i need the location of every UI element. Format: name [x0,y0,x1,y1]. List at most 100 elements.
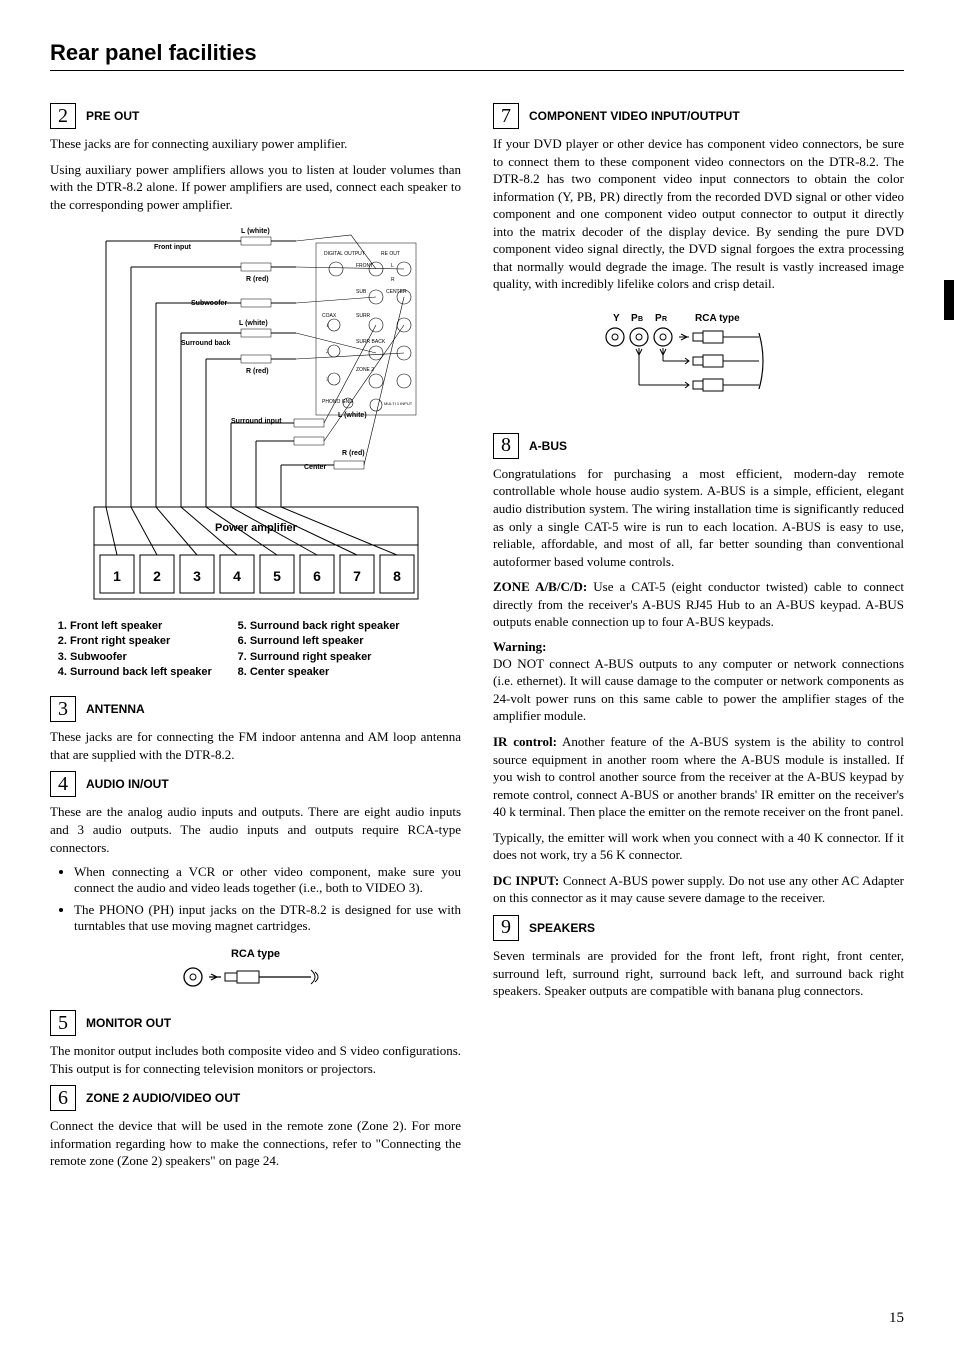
svg-text:RE OUT: RE OUT [381,251,400,257]
section-4-bullets: When connecting a VCR or other video com… [50,864,461,934]
section-5-title: MONITOR OUT [86,1016,171,1030]
svg-text:R: R [391,277,395,283]
svg-text:B: B [638,316,643,323]
zone-label: ZONE A/B/C/D: [493,579,587,594]
svg-text:Front input: Front input [154,244,192,251]
rca-label: RCA type [231,948,280,960]
section-number-7: 7 [493,103,519,129]
rca-diagram: RCA type [50,948,461,990]
section-4-p1: These are the analog audio inputs and ou… [50,803,461,856]
component-diagram: Y PB PR RCA type [493,309,904,413]
svg-text:2: 2 [153,568,161,584]
section-6-p1: Connect the device that will be used in … [50,1117,461,1170]
section-8-zone: ZONE A/B/C/D: Use a CAT-5 (eight conduct… [493,578,904,631]
preout-diagram: DIGITAL OUTPUT RE OUT FRONT L R SUBCENTE… [86,225,426,605]
svg-text:L (white): L (white) [338,412,367,419]
svg-text:R: R [662,316,667,323]
svg-text:SURR: SURR [356,313,371,319]
svg-text:R (red): R (red) [246,276,269,283]
section-number-3: 3 [50,696,76,722]
svg-text:3: 3 [326,378,329,383]
speaker-legend: Front left speaker Front right speaker S… [50,619,461,680]
svg-text:MULTI 1 INPUT: MULTI 1 INPUT [384,401,413,406]
warning-text: DO NOT connect A-BUS outputs to any comp… [493,655,904,725]
svg-text:Surround input: Surround input [231,418,282,425]
svg-text:5: 5 [273,568,281,584]
svg-text:PHONO GND: PHONO GND [322,399,353,405]
svg-text:8: 8 [393,568,401,584]
svg-text:Power amplifier: Power amplifier [215,522,298,534]
section-4-head: 4 AUDIO IN/OUT [50,771,461,797]
svg-text:Surround back: Surround back [181,340,231,347]
section-8-head: 8 A-BUS [493,433,904,459]
section-8-title: A-BUS [529,439,567,453]
legend-item: Surround back left speaker [70,665,212,679]
svg-text:P: P [655,313,662,324]
svg-text:3: 3 [193,568,201,584]
page-title: Rear panel facilities [50,40,904,71]
legend-right: Surround back right speaker Surround lef… [230,619,400,680]
svg-text:1: 1 [113,568,121,584]
section-3-title: ANTENNA [86,702,145,716]
section-4-title: AUDIO IN/OUT [86,777,169,791]
legend-item: Surround left speaker [250,634,400,648]
left-column: 2 PRE OUT These jacks are for connecting… [50,95,461,1178]
legend-item: Front right speaker [70,634,212,648]
svg-text:L (white): L (white) [241,228,270,235]
svg-text:6: 6 [313,568,321,584]
page-number: 15 [889,1310,904,1327]
bullet-item: The PHONO (PH) input jacks on the DTR-8.… [74,902,461,934]
svg-text:7: 7 [353,568,361,584]
svg-text:4: 4 [233,568,241,584]
side-tab [944,280,954,320]
svg-text:L (white): L (white) [239,320,268,327]
section-5-p1: The monitor output includes both composi… [50,1042,461,1077]
svg-text:R (red): R (red) [342,450,365,457]
legend-item: Front left speaker [70,619,212,633]
section-number-6: 6 [50,1085,76,1111]
section-number-9: 9 [493,915,519,941]
section-6-head: 6 ZONE 2 AUDIO/VIDEO OUT [50,1085,461,1111]
section-6-title: ZONE 2 AUDIO/VIDEO OUT [86,1091,240,1105]
right-column: 7 COMPONENT VIDEO INPUT/OUTPUT If your D… [493,95,904,1178]
section-2-title: PRE OUT [86,109,139,123]
section-8-ir: IR control: Another feature of the A-BUS… [493,733,904,821]
section-8-p1: Congratulations for purchasing a most ef… [493,465,904,570]
ir-text2: Typically, the emitter will work when yo… [493,829,904,864]
dc-label: DC INPUT: [493,873,559,888]
svg-text:COAX: COAX [322,313,337,319]
section-2-p1: These jacks are for connecting auxiliary… [50,135,461,153]
section-8-dc: DC INPUT: Connect A-BUS power supply. Do… [493,872,904,907]
section-7-head: 7 COMPONENT VIDEO INPUT/OUTPUT [493,103,904,129]
component-svg: Y PB PR RCA type [589,309,809,409]
section-2-head: 2 PRE OUT [50,103,461,129]
legend-item: Subwoofer [70,650,212,664]
bullet-item: When connecting a VCR or other video com… [74,864,461,896]
section-number-8: 8 [493,433,519,459]
svg-text:SURR BACK: SURR BACK [356,339,386,345]
svg-text:RCA type: RCA type [695,313,740,324]
warning-label: Warning: [493,639,904,655]
ir-label: IR control: [493,734,557,749]
legend-left: Front left speaker Front right speaker S… [50,619,212,680]
svg-text:P: P [631,313,638,324]
legend-item: Center speaker [250,665,400,679]
rca-plug-svg [181,964,331,990]
svg-text:L: L [391,263,394,269]
section-9-p1: Seven terminals are provided for the fro… [493,947,904,1000]
svg-text:SUB: SUB [356,289,367,295]
section-3-p1: These jacks are for connecting the FM in… [50,728,461,763]
section-3-head: 3 ANTENNA [50,696,461,722]
section-7-title: COMPONENT VIDEO INPUT/OUTPUT [529,109,740,123]
svg-text:1: 1 [326,324,329,329]
section-number-5: 5 [50,1010,76,1036]
legend-item: Surround right speaker [250,650,400,664]
section-5-head: 5 MONITOR OUT [50,1010,461,1036]
svg-text:2: 2 [326,350,329,355]
two-column-layout: 2 PRE OUT These jacks are for connecting… [50,95,904,1178]
svg-text:R (red): R (red) [246,368,269,375]
section-9-title: SPEAKERS [529,921,595,935]
section-2-p2: Using auxiliary power amplifiers allows … [50,161,461,214]
preout-diagram-svg: DIGITAL OUTPUT RE OUT FRONT L R SUBCENTE… [86,225,426,605]
section-7-p1: If your DVD player or other device has c… [493,135,904,293]
